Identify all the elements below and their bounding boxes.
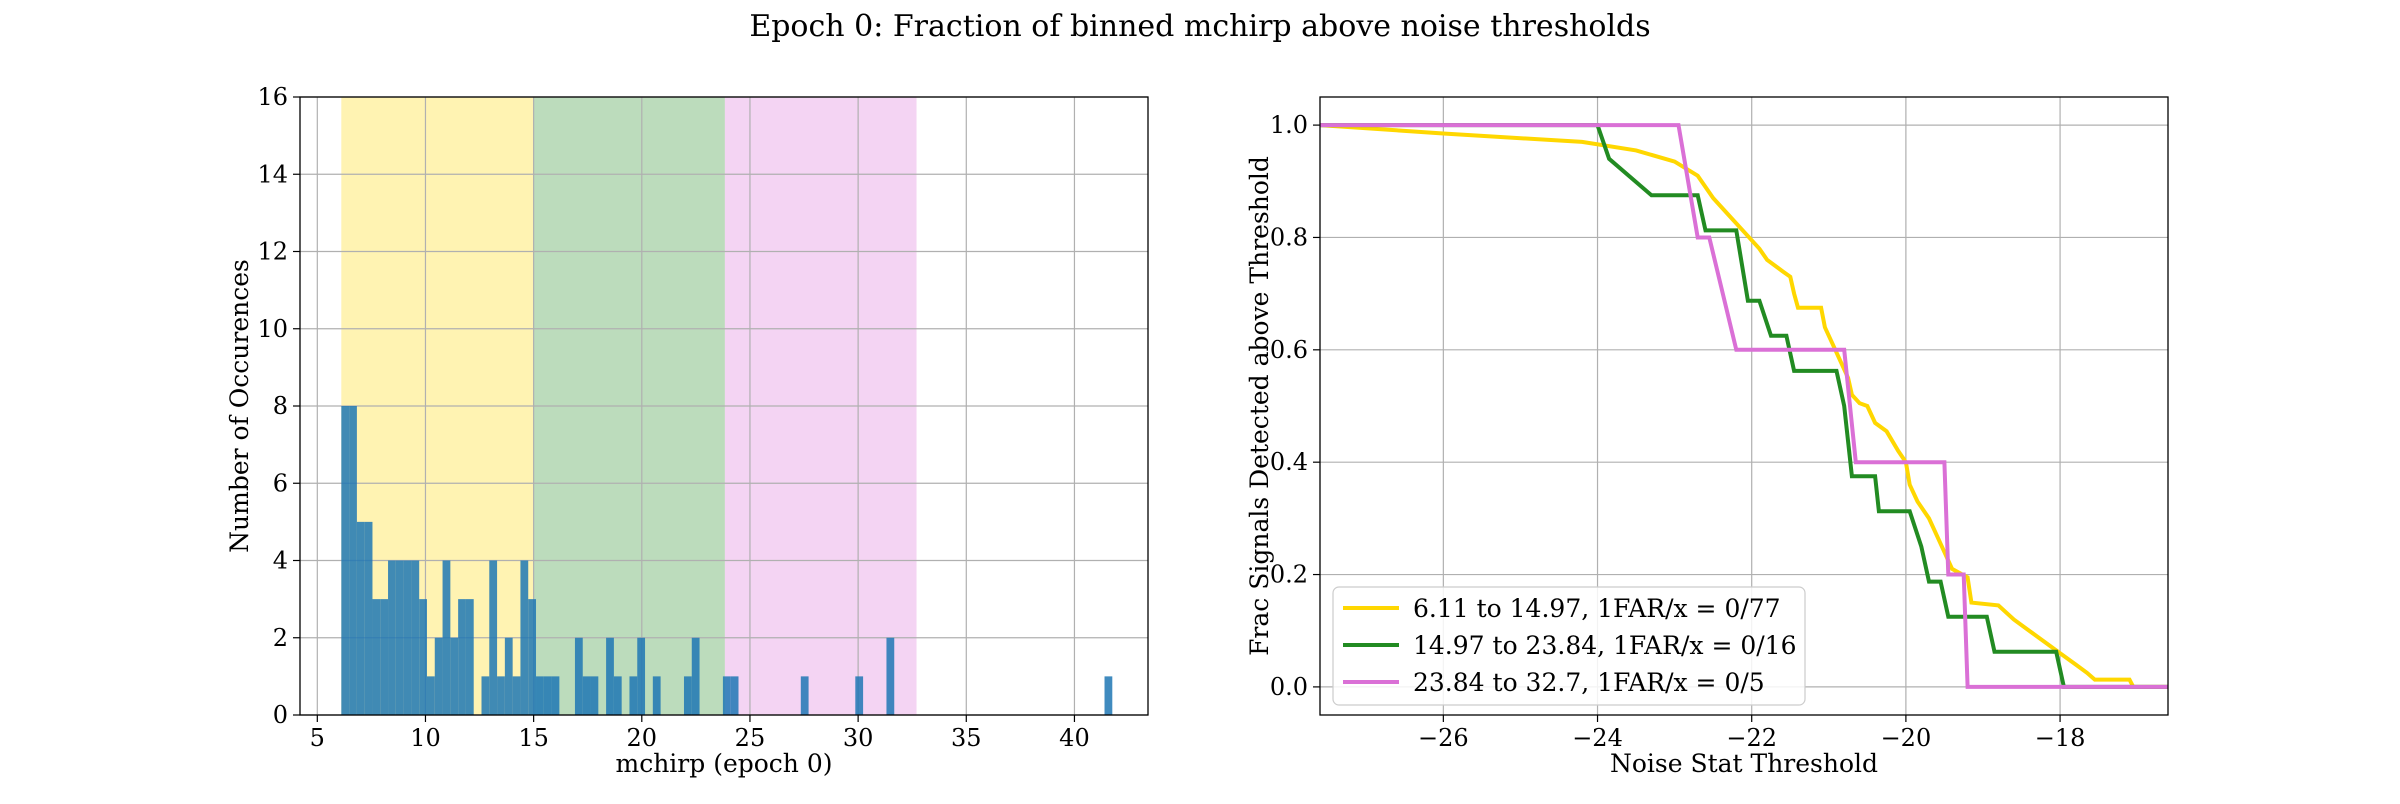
series-line-2 (1320, 123, 2168, 689)
threshold-x-axis-label: Noise Stat Threshold (1610, 749, 1878, 778)
histogram-bar (504, 637, 513, 715)
threshold-y-tick-label: 0.6 (1270, 336, 1308, 364)
histogram-bar (512, 676, 521, 715)
histogram-y-tick-label: 6 (273, 469, 288, 497)
histogram-bar (582, 676, 591, 715)
threshold-axes-frame (1319, 96, 2169, 716)
histogram-bar (613, 676, 622, 715)
histogram-y-axis-label: Number of Occurences (225, 259, 254, 553)
histogram-bar (1104, 676, 1113, 715)
histogram-x-tick-label: 30 (843, 724, 874, 752)
threshold-y-tick-label: 0.4 (1270, 448, 1308, 476)
histogram-y-tick-label: 4 (273, 547, 288, 575)
histogram-bar (411, 560, 420, 715)
threshold-x-tick-label: −22 (1726, 724, 1777, 752)
histogram-bar (691, 637, 700, 715)
histogram-bar (855, 676, 864, 715)
legend: 6.11 to 14.97, 1FAR/x = 0/77 14.97 to 23.… (1332, 586, 1806, 706)
histogram-bar (356, 521, 365, 715)
threshold-panel: −26 −24 −22 −20 −18 0.0 0.2 0.4 0.6 0.8 1.0 Noise … (1245, 96, 2169, 778)
legend-label-0: 6.11 to 14.97, 1FAR/x = 0/77 (1413, 594, 1781, 623)
histogram-bar (434, 637, 443, 715)
histogram-bar (419, 599, 427, 715)
threshold-x-tick-label: −24 (1572, 724, 1623, 752)
histogram-x-tick-label: 35 (951, 724, 982, 752)
histogram-bar (380, 599, 389, 715)
threshold-y-tick-label: 0.2 (1270, 561, 1308, 589)
histogram-bar (520, 560, 529, 715)
histogram-x-tick-label: 15 (518, 724, 549, 752)
histogram-bar (481, 676, 490, 715)
histogram-bar (497, 676, 505, 715)
threshold-y-tick-label: 0.0 (1270, 673, 1308, 701)
histogram-bar (426, 676, 435, 715)
histogram-bar (458, 599, 466, 715)
threshold-y-tick-label: 1.0 (1270, 111, 1308, 139)
histogram-bar (886, 637, 895, 715)
histogram-bar (652, 676, 661, 715)
histogram-bar (730, 676, 739, 715)
histogram-bar (637, 637, 646, 715)
legend-box (1332, 586, 1806, 706)
histogram-bar (388, 560, 396, 715)
histogram-bar (528, 599, 537, 715)
histogram-bar (722, 676, 731, 715)
histogram-bar (551, 676, 560, 715)
histogram-bar (442, 560, 451, 715)
histogram-x-axis-label: mchirp (epoch 0) (615, 749, 832, 778)
histogram-bar (372, 599, 381, 715)
histogram-bar (543, 676, 552, 715)
histogram-bar (574, 637, 583, 715)
histogram-y-tick-label: 0 (273, 701, 288, 729)
histogram-y-tick-label: 14 (257, 160, 288, 188)
legend-label-2: 23.84 to 32.7, 1FAR/x = 0/5 (1413, 668, 1765, 697)
histogram-x-tick-label: 10 (410, 724, 441, 752)
histogram-x-tick-label: 40 (1059, 724, 1090, 752)
histogram-x-tick-label: 25 (735, 724, 766, 752)
histogram-bar (450, 637, 459, 715)
histogram-bar (465, 599, 474, 715)
histogram-bar (349, 406, 357, 715)
series-line-0 (1319, 123, 2168, 689)
histogram-y-tick-label: 10 (257, 315, 288, 343)
histogram-y-tick-label: 12 (257, 238, 288, 266)
threshold-x-tick-label: −20 (1881, 724, 1932, 752)
figure-suptitle: Epoch 0: Fraction of binned mchirp above… (749, 9, 1650, 44)
histogram-bar (683, 676, 692, 715)
histogram-bar (395, 560, 404, 715)
histogram-bar (629, 676, 638, 715)
histogram-bar (606, 637, 614, 715)
threshold-y-tick-label: 0.8 (1270, 223, 1308, 251)
threshold-x-tick-label: −26 (1418, 724, 1469, 752)
histogram-bar (489, 560, 498, 715)
histogram-bar (341, 406, 350, 715)
histogram-x-tick-label: 5 (310, 724, 325, 752)
histogram-y-tick-label: 8 (273, 392, 288, 420)
histogram-bar (403, 560, 412, 715)
histogram-y-tick-label: 16 (257, 83, 288, 111)
series-line-1 (1320, 123, 2168, 689)
histogram-x-tick-label: 20 (627, 724, 658, 752)
histogram-bar (364, 521, 373, 715)
histogram-bar (800, 676, 809, 715)
legend-label-1: 14.97 to 23.84, 1FAR/x = 0/16 (1413, 631, 1796, 660)
histogram-panel: 5 10 15 20 25 30 35 40 0 2 4 6 8 10 12 14 16 mchirp (epo… (225, 83, 1149, 778)
histogram-bar (590, 676, 599, 715)
threshold-x-tick-label: −18 (2035, 724, 2086, 752)
threshold-y-axis-label: Frac Signals Detected above Threshold (1245, 156, 1274, 656)
histogram-bar (536, 676, 544, 715)
histogram-y-tick-label: 2 (273, 624, 288, 652)
